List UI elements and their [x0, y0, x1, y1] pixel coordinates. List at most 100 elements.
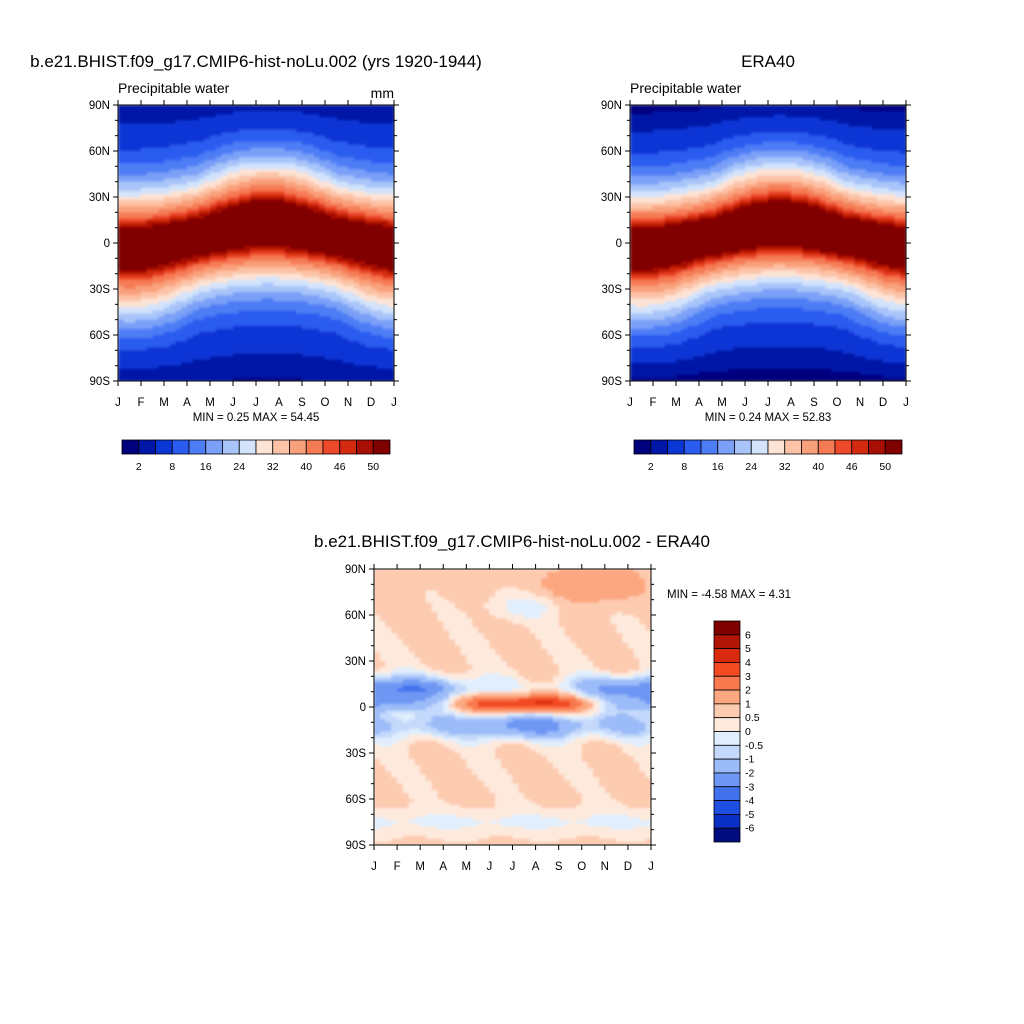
x-tick-label: M: [717, 397, 727, 409]
panel-difference: b.e21.BHIST.f09_g17.CMIP6-hist-noLu.002 …: [314, 532, 791, 873]
colorbar-label: 0.5: [745, 712, 760, 724]
y-tick-label: 0: [104, 238, 110, 250]
panel-model-axes: J F M A M J J A S O N D J 90N 60N 30N 0 30S 60S 90S: [89, 100, 399, 409]
colorbar-label: 2: [745, 685, 751, 697]
colorbar-swatch: [713, 813, 741, 829]
colorbar-swatch: [713, 620, 741, 636]
colorbar-swatch: [713, 772, 741, 788]
x-tick-label: S: [298, 397, 306, 409]
x-tick-label: J: [115, 397, 121, 409]
colorbar-label: 4: [745, 657, 751, 669]
colorbar-swatch: [322, 439, 341, 455]
colorbar-swatch: [372, 439, 391, 455]
colorbar-swatch: [717, 439, 735, 455]
x-tick-label: M: [462, 861, 472, 873]
panel-era40-colorbar: 2 8 16 24 32 40 46 50: [633, 439, 903, 473]
colorbar-swatch: [767, 439, 786, 455]
colorbar-label: 24: [745, 461, 757, 473]
colorbar-label: -2: [745, 767, 754, 779]
colorbar-swatch: [650, 439, 668, 455]
colorbar-swatch: [784, 439, 802, 455]
colorbar-swatch: [222, 439, 240, 455]
colorbar-label: -1: [745, 754, 754, 766]
panel-era40: ERA40 Precipitable water J F M A M J J A S O N D J 90…: [601, 52, 911, 473]
colorbar-label: -4: [745, 795, 754, 807]
panel-model-colorbar: 2 8 16 24 32 40 46 50: [121, 439, 391, 473]
y-tick-label: 60S: [90, 330, 111, 342]
x-tick-label: A: [275, 397, 283, 409]
x-tick-label: J: [487, 861, 493, 873]
x-tick-label: O: [321, 397, 330, 409]
colorbar-swatch: [713, 717, 741, 732]
colorbar-swatch: [339, 439, 357, 455]
colorbar-label: 40: [300, 461, 312, 473]
panel-era40-axes: J F M A M J J A S O N D J 90N 60N 30N 0 30S 60S 90S: [601, 100, 911, 409]
colorbar-label: 24: [233, 461, 245, 473]
panel-era40-stats: MIN = 0.24 MAX = 52.83: [705, 412, 832, 424]
x-tick-label: M: [159, 397, 169, 409]
panel-era40-field: [630, 105, 906, 381]
x-tick-label: F: [137, 397, 144, 409]
colorbar-swatch: [713, 827, 741, 843]
colorbar-swatch: [238, 439, 257, 455]
colorbar-label: 16: [712, 461, 724, 473]
colorbar-label: 46: [846, 461, 858, 473]
colorbar-swatch: [356, 439, 374, 455]
x-tick-label: J: [765, 397, 771, 409]
colorbar-label: 16: [200, 461, 212, 473]
x-tick-label: S: [810, 397, 818, 409]
panel-difference-field: [374, 569, 651, 845]
colorbar-swatch: [121, 439, 140, 455]
panel-era40-subtitle: Precipitable water: [630, 80, 742, 96]
y-tick-label: 30N: [601, 192, 622, 204]
panel-difference-colorbar: 6 5 4 3 21 0.5 0 -0.5 -1-2 -3 -4 -5 -6: [713, 620, 763, 843]
colorbar-label: -5: [745, 809, 754, 821]
colorbar-swatch: [734, 439, 752, 455]
y-tick-label: 30S: [90, 284, 111, 296]
x-tick-label: D: [367, 397, 375, 409]
colorbar-label: 3: [745, 671, 751, 683]
colorbar-label: 46: [334, 461, 346, 473]
colorbar-swatch: [205, 439, 223, 455]
panel-model-stats: MIN = 0.25 MAX = 54.45: [193, 412, 320, 424]
x-tick-label: J: [742, 397, 748, 409]
colorbar-label: 2: [648, 461, 654, 473]
colorbar-swatch: [868, 439, 886, 455]
colorbar-swatch: [667, 439, 685, 455]
y-tick-label: 0: [616, 238, 622, 250]
colorbar-swatch: [138, 439, 156, 455]
colorbar-label: 5: [745, 643, 751, 655]
colorbar-swatch: [713, 786, 741, 801]
x-tick-label: F: [649, 397, 656, 409]
y-tick-label: 30N: [89, 192, 110, 204]
panel-difference-stats: MIN = -4.58 MAX = 4.31: [667, 589, 791, 601]
y-tick-label: 0: [360, 702, 366, 714]
colorbar-label: 6: [745, 629, 751, 641]
colorbar-swatch: [700, 439, 719, 455]
colorbar-swatch: [255, 439, 274, 455]
colorbar-swatch: [801, 439, 819, 455]
colorbar-swatch: [713, 731, 741, 746]
colorbar-swatch: [851, 439, 869, 455]
colorbar-swatch: [817, 439, 836, 455]
colorbar-label: 40: [812, 461, 824, 473]
colorbar-swatch: [305, 439, 324, 455]
panel-model: b.e21.BHIST.f09_g17.CMIP6-hist-noLu.002 …: [30, 52, 482, 473]
x-tick-label: J: [253, 397, 259, 409]
panel-model-subtitle: Precipitable water: [118, 80, 230, 96]
y-tick-label: 90N: [601, 100, 622, 112]
x-tick-label: N: [344, 397, 352, 409]
x-tick-label: N: [601, 861, 609, 873]
colorbar-swatch: [633, 439, 652, 455]
colorbar-label: 50: [367, 461, 379, 473]
x-tick-label: M: [205, 397, 215, 409]
colorbar-swatch: [272, 439, 290, 455]
colorbar-swatch: [713, 800, 741, 815]
y-tick-label: 90N: [89, 100, 110, 112]
y-tick-label: 60S: [346, 794, 367, 806]
colorbar-swatch: [713, 689, 741, 705]
colorbar-label: 2: [136, 461, 142, 473]
y-tick-label: 60S: [602, 330, 623, 342]
colorbar-label: 32: [779, 461, 791, 473]
